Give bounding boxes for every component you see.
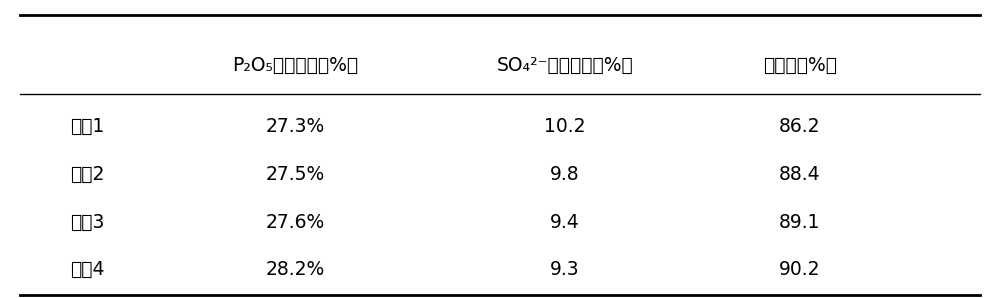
Text: 回收率（%）: 回收率（%） xyxy=(763,56,837,75)
Text: 实例2: 实例2 xyxy=(70,165,104,184)
Text: 88.4: 88.4 xyxy=(779,165,821,184)
Text: 27.3%: 27.3% xyxy=(265,117,325,136)
Text: 实例1: 实例1 xyxy=(70,117,104,136)
Text: 89.1: 89.1 xyxy=(779,212,821,232)
Text: 27.6%: 27.6% xyxy=(265,212,325,232)
Text: 27.5%: 27.5% xyxy=(265,165,325,184)
Text: 86.2: 86.2 xyxy=(779,117,821,136)
Text: 实例4: 实例4 xyxy=(70,260,104,279)
Text: 10.2: 10.2 xyxy=(544,117,586,136)
Text: 28.2%: 28.2% xyxy=(265,260,325,279)
Text: 实例3: 实例3 xyxy=(70,212,104,232)
Text: SO₄²⁻质量浓度（%）: SO₄²⁻质量浓度（%） xyxy=(497,56,633,75)
Text: 9.4: 9.4 xyxy=(550,212,580,232)
Text: 9.3: 9.3 xyxy=(550,260,580,279)
Text: P₂O₅质量浓度（%）: P₂O₅质量浓度（%） xyxy=(232,56,358,75)
Text: 90.2: 90.2 xyxy=(779,260,821,279)
Text: 9.8: 9.8 xyxy=(550,165,580,184)
